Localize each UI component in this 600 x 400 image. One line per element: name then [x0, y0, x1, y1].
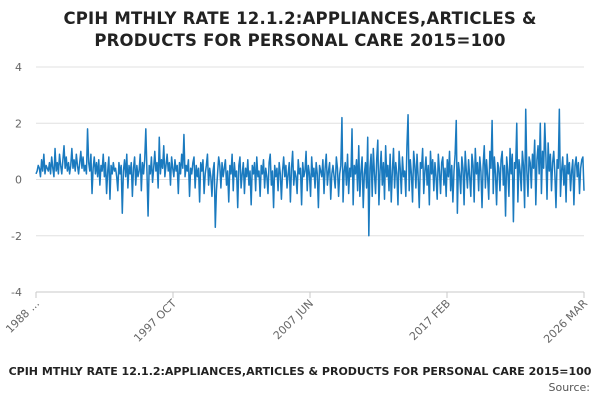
series-line[interactable]	[35, 108, 585, 237]
x-tick-label: 1988 ...	[3, 297, 42, 336]
y-tick-label: 4	[15, 61, 22, 74]
x-tick-label: 2017 FEB	[407, 297, 453, 343]
chart-title-line-2: PRODUCTS FOR PERSONAL CARE 2015=100	[94, 31, 506, 50]
source-label: Source:	[548, 381, 591, 394]
x-tick-label: 2007 JUN	[271, 297, 316, 342]
y-tick-label: -2	[11, 230, 22, 243]
y-tick-label: 2	[15, 117, 22, 130]
x-tick-label: 1997 OCT	[131, 297, 179, 345]
x-axis: 1988 ... 1997 OCT 2007 JUN 2017 FEB 2026 MAR	[3, 291, 590, 346]
footer-chart-title: CPIH MTHLY RATE 12.1.2:APPLIANCES,ARTICL…	[8, 365, 592, 378]
y-tick-label: 0	[15, 174, 22, 187]
chart-title-line-1: CPIH MTHLY RATE 12.1.2:APPLIANCES,ARTICL…	[63, 9, 537, 28]
y-axis-ticks: 4 2 0 -2 -4	[11, 61, 22, 299]
y-tick-label: -4	[11, 286, 22, 299]
x-tick-label: 2026 MAR	[541, 297, 590, 346]
chart-title: CPIH MTHLY RATE 12.1.2:APPLIANCES,ARTICL…	[0, 8, 600, 52]
